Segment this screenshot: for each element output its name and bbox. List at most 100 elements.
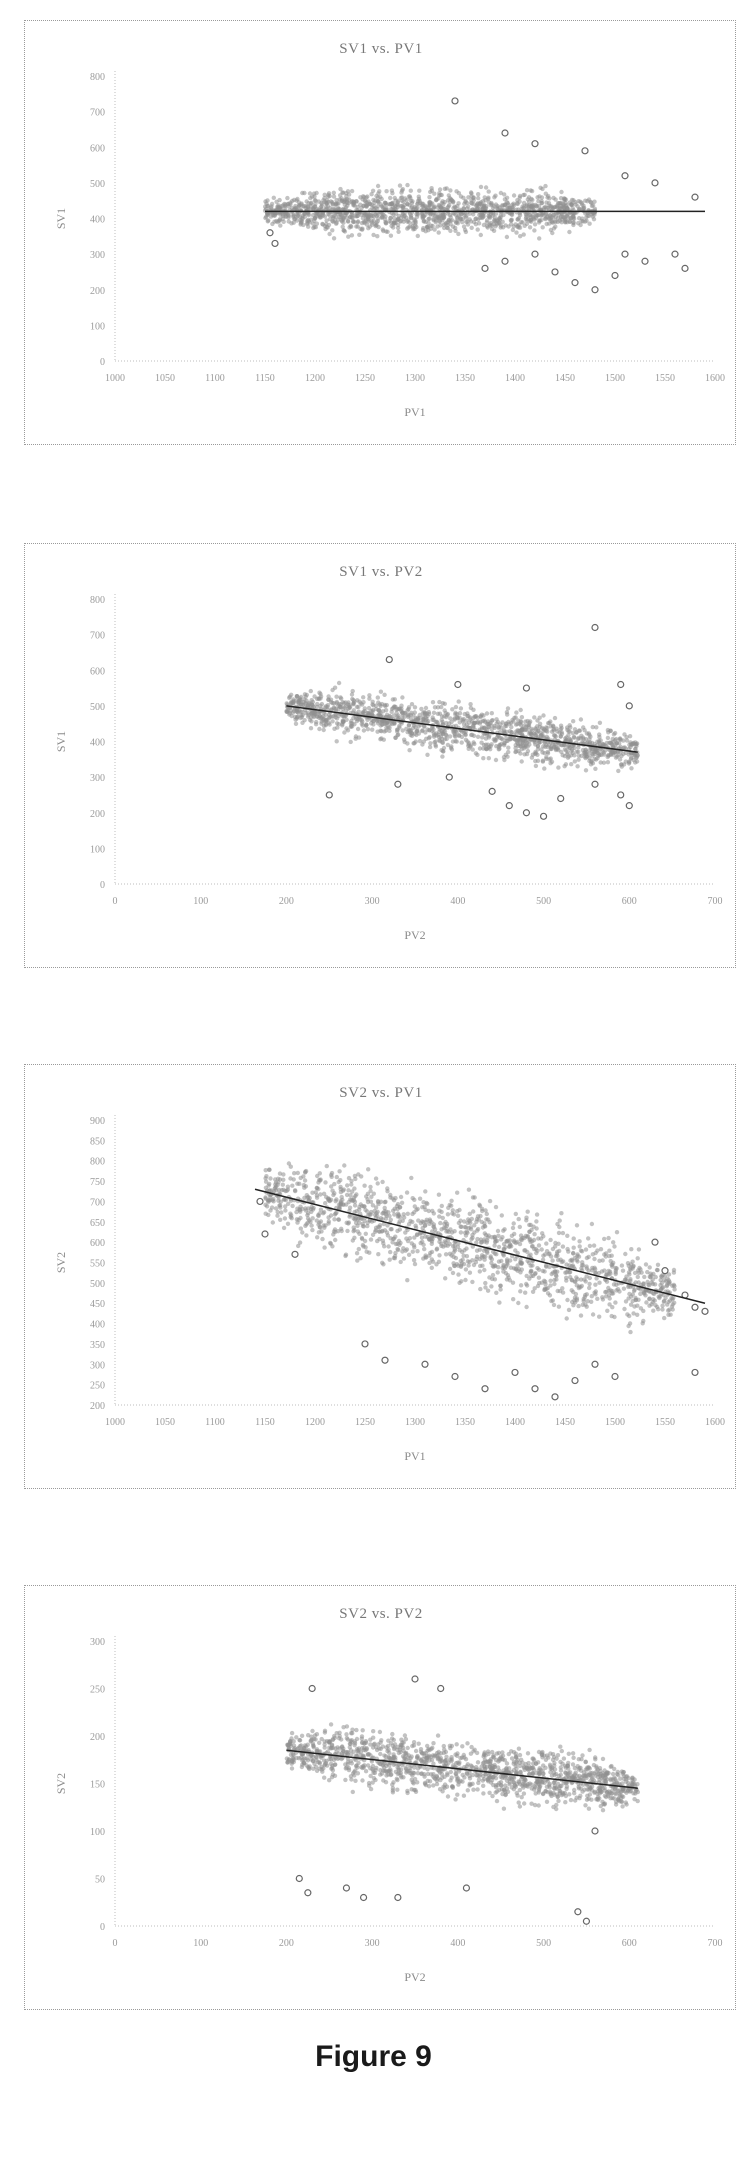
- chart-title: SV2 vs. PV1: [339, 1085, 422, 1101]
- scatter-point: [415, 1249, 420, 1254]
- y-tick-label: 800: [90, 595, 105, 606]
- scatter-point: [425, 1771, 431, 1777]
- chart-panel-4: SV2 vs. PV2 PV2 SV2 0 100 200 300 400 500 600 700 3…: [24, 1585, 736, 2010]
- outlier-point: [611, 1372, 619, 1381]
- x-tick-label: 300: [365, 1938, 380, 1949]
- scatter-point: [310, 1216, 315, 1221]
- scatter-point: [606, 1235, 611, 1241]
- scatter-point: [542, 1287, 547, 1293]
- scatter-point: [542, 766, 547, 771]
- scatter-point: [412, 1261, 418, 1267]
- scatter-point: [311, 714, 317, 720]
- scatter-point: [500, 1753, 506, 1758]
- scatter-point: [541, 1253, 546, 1258]
- scatter-point: [519, 206, 524, 212]
- scatter-point: [400, 710, 406, 716]
- scatter-point: [348, 724, 353, 730]
- scatter-point: [370, 699, 375, 704]
- scatter-point: [635, 1798, 640, 1804]
- scatter-point: [472, 741, 477, 747]
- scatter-point: [497, 746, 502, 751]
- outlier-point: [454, 680, 462, 689]
- scatter-point: [350, 1238, 355, 1243]
- scatter-point: [489, 223, 494, 228]
- scatter-point: [621, 1286, 627, 1291]
- scatter-point: [509, 724, 514, 730]
- chart-title: SV2 vs. PV2: [339, 1606, 422, 1622]
- y-tick-label: 600: [90, 1238, 105, 1249]
- scatter-point: [378, 202, 384, 207]
- scatter-point: [379, 729, 384, 734]
- outlier-point: [591, 286, 599, 294]
- scatter-point: [389, 1227, 394, 1232]
- scatter-point: [419, 1235, 425, 1240]
- scatter-point: [525, 723, 530, 728]
- scatter-point: [337, 1169, 342, 1174]
- scatter-point: [603, 1289, 608, 1295]
- scatter-point: [379, 1229, 384, 1234]
- trend-line: [286, 705, 638, 753]
- scatter-point: [632, 1304, 637, 1309]
- x-tick-label: 1100: [205, 1417, 225, 1428]
- scatter-point: [471, 1209, 476, 1214]
- scatter-point: [426, 1208, 431, 1214]
- scatter-point: [599, 752, 604, 758]
- scatter-point: [359, 220, 365, 226]
- scatter-point: [583, 737, 589, 742]
- scatter-point: [340, 224, 345, 229]
- scatter-point: [423, 1219, 429, 1225]
- scatter-point: [322, 192, 327, 197]
- scatter-point: [364, 214, 369, 219]
- scatter-point: [466, 1263, 471, 1268]
- scatter-point: [357, 232, 362, 237]
- scatter-point: [299, 702, 304, 707]
- scatter-point: [392, 720, 397, 726]
- scatter-point: [659, 1280, 665, 1286]
- scatter-point: [477, 1269, 482, 1274]
- scatter-point: [296, 1243, 301, 1249]
- scatter-point: [485, 1235, 491, 1240]
- scatter-point: [578, 222, 583, 228]
- scatter-point: [551, 733, 557, 738]
- scatter-point: [510, 227, 516, 233]
- scatter-point: [350, 688, 355, 694]
- scatter-point: [619, 1263, 625, 1268]
- scatter-point: [486, 735, 492, 740]
- scatter-point: [355, 219, 361, 224]
- x-tick-label: 0: [113, 1938, 118, 1949]
- scatter-point: [447, 1251, 453, 1256]
- scatter-point: [558, 206, 563, 212]
- scatter-point: [516, 1746, 522, 1751]
- scatter-point: [435, 705, 441, 710]
- scatter-point: [519, 759, 524, 764]
- scatter-point: [484, 746, 489, 752]
- scatter-point: [367, 696, 372, 701]
- scatter-point: [367, 224, 372, 229]
- y-tick-label: 400: [90, 1320, 105, 1331]
- scatter-point: [666, 1299, 671, 1305]
- scatter-point: [565, 206, 570, 211]
- scatter-point: [494, 744, 499, 749]
- scatter-point: [572, 727, 578, 732]
- scatter-point: [281, 1225, 287, 1231]
- scatter-point: [297, 1240, 303, 1245]
- scatter-point: [489, 1235, 495, 1240]
- scatter-point: [419, 706, 424, 712]
- scatter-point: [420, 1205, 425, 1210]
- scatter-point: [470, 1235, 475, 1240]
- scatter-point: [633, 740, 638, 745]
- x-tick-label: 1500: [605, 1417, 625, 1428]
- scatter-point: [296, 200, 302, 205]
- scatter-point: [458, 1258, 463, 1264]
- y-tick-label: 100: [90, 321, 105, 332]
- scatter-point: [318, 1177, 323, 1182]
- scatter-point: [628, 1262, 634, 1267]
- scatter-point: [645, 1269, 650, 1275]
- scatter-point: [560, 1244, 566, 1249]
- scatter-point: [447, 1202, 452, 1208]
- scatter-point: [517, 193, 523, 199]
- scatter-point: [525, 1209, 530, 1214]
- scatter-point: [446, 1229, 451, 1235]
- y-tick-label: 600: [90, 666, 105, 677]
- x-tick-label: 1300: [405, 373, 425, 384]
